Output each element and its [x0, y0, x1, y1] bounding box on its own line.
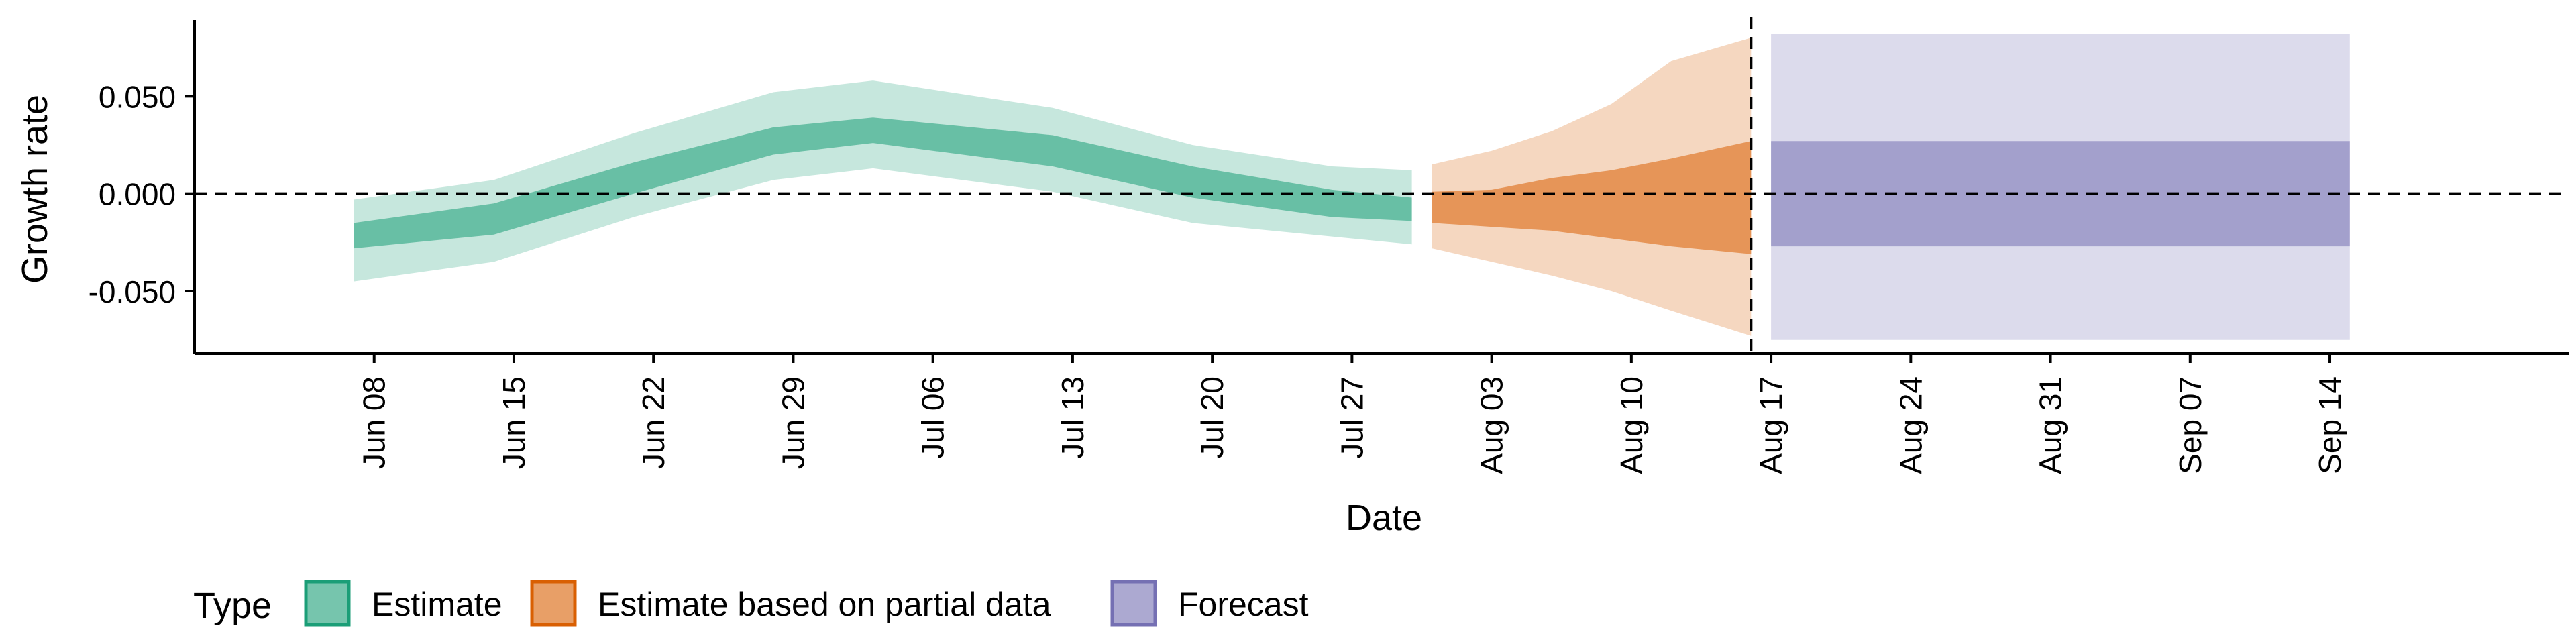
y-tick-label: 0.000 — [99, 177, 176, 212]
y-axis-title: Growth rate — [15, 95, 55, 284]
x-tick-label: Jun 08 — [357, 376, 392, 469]
y-tick-label: 0.050 — [99, 79, 176, 114]
x-tick-label: Jul 13 — [1055, 376, 1090, 459]
x-axis-title: Date — [1346, 498, 1422, 538]
x-tick-label: Sep 14 — [2312, 376, 2347, 474]
axes: 0.050 0.000 -0.050 Jun 08 Jun 15 Jun 22 Jun 29… — [89, 20, 2569, 474]
x-tick-label: Jun 15 — [496, 376, 531, 469]
legend-label-forecast: Forecast — [1178, 586, 1309, 623]
x-tick-label: Jul 27 — [1334, 376, 1369, 459]
y-tick-label: -0.050 — [89, 274, 176, 309]
legend-label-estimate: Estimate — [372, 586, 502, 623]
x-tick-label: Aug 17 — [1754, 376, 1788, 474]
reference-lines — [195, 17, 2569, 354]
legend-title: Type — [193, 586, 272, 626]
legend-key-estimate-based-on-partial-data — [530, 580, 577, 627]
x-tick-label: Jun 29 — [775, 376, 810, 469]
x-tick-label: Aug 10 — [1614, 376, 1649, 474]
x-tick-label: Sep 07 — [2173, 376, 2208, 474]
x-tick-label: Aug 31 — [2033, 376, 2068, 474]
estimate-based-on-partial-data-ribbon-50 — [1432, 141, 1752, 254]
x-tick-label: Aug 24 — [1893, 376, 1928, 474]
x-tick-label: Aug 03 — [1474, 376, 1509, 474]
forecast-ribbon-50 — [1771, 141, 2350, 247]
legend-label-estimate-based-on-partial-data: Estimate based on partial data — [598, 586, 1051, 623]
ribbon-layer — [354, 34, 2350, 340]
legend-key-estimate — [304, 580, 351, 627]
estimate-ribbon-50 — [354, 117, 1412, 249]
x-tick-label: Jul 20 — [1195, 376, 1230, 459]
legend-key-forecast — [1110, 580, 1157, 627]
x-tick-label: Jul 06 — [916, 376, 951, 459]
x-tick-label: Jun 22 — [636, 376, 671, 469]
legend: Type Estimate Estimate based on partial d… — [193, 580, 1309, 627]
